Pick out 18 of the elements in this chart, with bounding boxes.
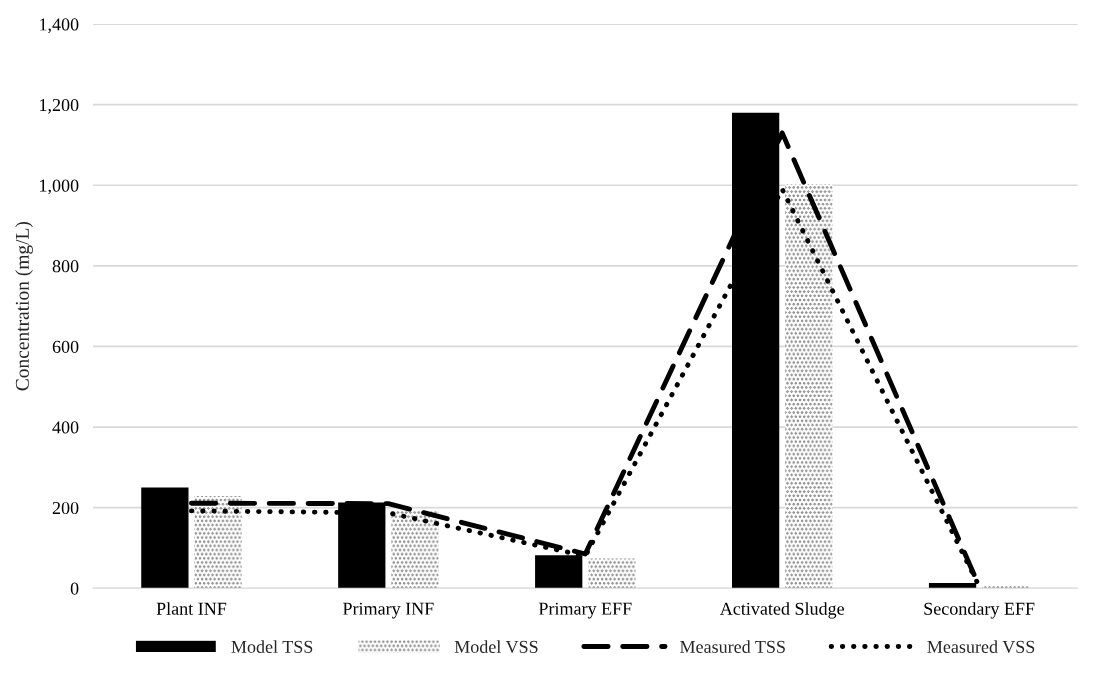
- legend-label: Model TSS: [231, 640, 313, 653]
- legend-label: Model VSS: [454, 640, 538, 654]
- legend-label: Measured VSS: [927, 640, 1035, 654]
- y-tick-label: 0: [70, 582, 79, 595]
- legend-label: Measured TSS: [680, 640, 785, 653]
- y-tick-label: 1,000: [40, 179, 79, 195]
- y-axis-title: Concentration (mg/L): [15, 221, 33, 391]
- y-tick-label: 200: [52, 501, 79, 515]
- x-tick-label: Activated Sludge: [719, 602, 845, 619]
- x-tick-label: Primary INF: [343, 602, 434, 619]
- x-tick-label: Plant INF: [156, 602, 227, 615]
- x-tick-label: Secondary EFF: [924, 602, 1035, 619]
- y-tick-label: 600: [52, 340, 79, 353]
- x-tick-label: Primary EFF: [538, 602, 632, 619]
- y-tick-label: 1,400: [40, 18, 79, 34]
- y-tick-label: 1,200: [40, 98, 79, 114]
- y-tick-label: 400: [52, 421, 79, 434]
- y-tick-label: 800: [52, 260, 79, 273]
